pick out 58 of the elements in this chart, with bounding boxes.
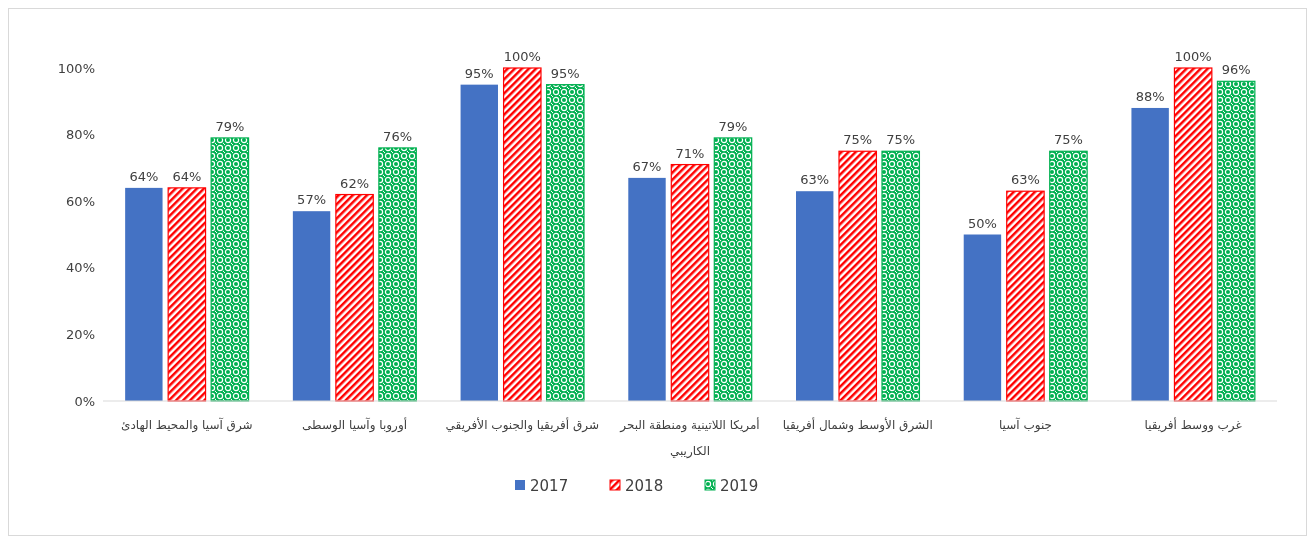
bar <box>670 163 710 402</box>
y-tick-label: 0% <box>74 393 95 409</box>
data-label: 63% <box>1010 172 1040 188</box>
bar <box>125 187 163 401</box>
x-tick-label: غرب ووسط أفريقيا <box>1144 417 1242 433</box>
data-label: 76% <box>383 128 413 144</box>
bar <box>1131 107 1169 401</box>
bar <box>378 147 417 402</box>
bar <box>1006 190 1045 402</box>
legend-label: 2018 <box>625 477 664 496</box>
data-label: 100% <box>1174 49 1212 64</box>
bar <box>1216 80 1256 402</box>
legend-label: 2019 <box>720 477 759 496</box>
data-label: 71% <box>675 145 705 161</box>
data-label: 64% <box>129 168 159 184</box>
bar <box>1173 67 1213 402</box>
bar <box>545 84 585 402</box>
x-tick-label: أوروبا وآسيا الوسطى <box>302 417 408 433</box>
y-tick-label: 20% <box>66 326 95 342</box>
data-label: 75% <box>886 132 916 148</box>
data-label: 88% <box>1135 88 1165 104</box>
bar <box>838 150 878 402</box>
bar <box>963 234 1002 401</box>
x-tick-label: أمريكا اللاتينية ومنطقة البحر الكاريبي <box>619 417 760 459</box>
bar <box>713 137 753 402</box>
bar <box>1049 150 1088 402</box>
bar <box>292 211 331 401</box>
y-tick-label: 60% <box>66 193 95 209</box>
bar <box>796 191 834 401</box>
data-label: 95% <box>464 65 494 81</box>
bar <box>335 193 374 402</box>
x-tick-label: شرق أفريقيا والجنوب الأفريقي <box>445 417 599 433</box>
bar <box>628 177 666 401</box>
data-label: 96% <box>1221 62 1251 78</box>
bar <box>210 137 250 402</box>
data-label: 62% <box>340 175 370 191</box>
data-label: 50% <box>967 215 997 231</box>
legend-label: 2017 <box>530 477 569 496</box>
data-label: 67% <box>632 158 662 174</box>
data-label: 63% <box>800 172 830 188</box>
data-label: 57% <box>297 192 327 208</box>
data-label: 79% <box>215 118 245 134</box>
bar <box>881 150 921 402</box>
x-tick-label: الشرق الأوسط وشمال أفريقيا <box>782 417 933 433</box>
x-tick-label: جنوب آسيا <box>998 417 1052 433</box>
data-label: 75% <box>1053 132 1083 148</box>
bar <box>502 67 542 402</box>
y-tick-label: 40% <box>66 260 95 276</box>
y-tick-label: 100% <box>57 60 95 76</box>
bar <box>167 187 207 402</box>
y-tick-label: 80% <box>66 127 95 143</box>
data-label: 75% <box>843 132 873 148</box>
data-label: 64% <box>172 168 202 184</box>
data-label: 95% <box>550 65 580 81</box>
x-tick-label: شرق آسيا والمحيط الهادئ <box>121 417 253 433</box>
data-label: 100% <box>503 49 541 64</box>
bar <box>460 84 498 401</box>
data-label: 79% <box>718 118 748 134</box>
